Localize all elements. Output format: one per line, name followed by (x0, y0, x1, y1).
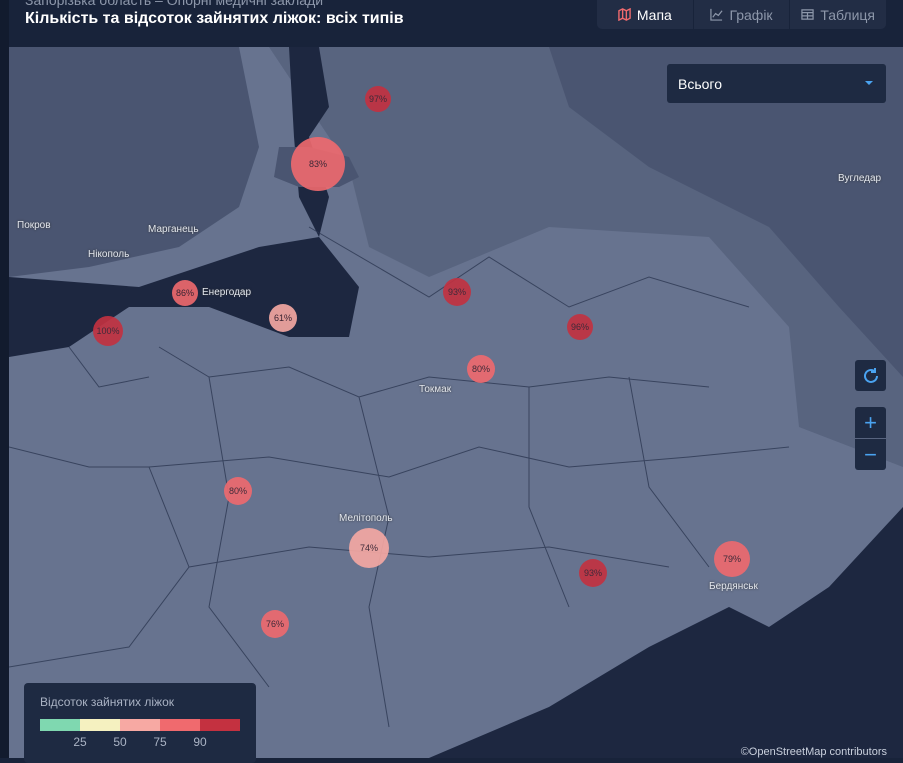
hospital-marker[interactable]: 96% (567, 314, 593, 340)
tab-table[interactable]: Таблиця (790, 0, 886, 29)
hospital-marker[interactable]: 80% (467, 355, 495, 383)
city-label: Марганець (148, 224, 199, 235)
hospital-marker[interactable]: 97% (365, 86, 391, 112)
refresh-button[interactable] (855, 360, 886, 391)
city-label: Вугледар (838, 173, 882, 184)
refresh-icon (863, 367, 878, 383)
map-canvas[interactable]: Покров Марганець Нікополь Енергодар Токм… (9, 47, 903, 758)
legend-swatch (160, 719, 200, 731)
city-label: Токмак (419, 384, 452, 395)
legend: Відсоток зайнятих ліжок 25 50 75 90 (24, 683, 256, 763)
hospital-marker[interactable]: 93% (579, 559, 607, 587)
tab-label: Графік (729, 6, 773, 23)
sidebar-edge (0, 0, 9, 758)
legend-swatch (200, 719, 240, 731)
legend-tick: 50 (113, 735, 127, 749)
hospital-marker[interactable]: 61% (269, 304, 297, 332)
map-base (9, 47, 903, 758)
city-label: Бердянськ (709, 581, 758, 592)
legend-tick: 25 (73, 735, 87, 749)
zoom-in-button[interactable]: + (855, 407, 886, 438)
legend-tick: 90 (193, 735, 207, 749)
tab-label: Таблиця (820, 6, 876, 23)
select-value: Всього (678, 75, 723, 92)
tab-label: Мапа (636, 6, 672, 23)
view-tabs: Мапа Графік Таблиця (597, 0, 886, 29)
legend-swatch (120, 719, 160, 731)
tab-map[interactable]: Мапа (597, 0, 694, 29)
attribution: ©OpenStreetMap contributors (740, 746, 887, 758)
caret-down-icon (865, 81, 873, 85)
map-icon (618, 8, 631, 21)
hospital-marker[interactable]: 80% (224, 477, 252, 505)
hospital-marker[interactable]: 74% (349, 528, 389, 568)
type-select[interactable]: Всього (667, 64, 886, 103)
legend-color-bar (40, 719, 240, 731)
hospital-marker[interactable]: 86% (172, 280, 198, 306)
legend-tick: 75 (153, 735, 167, 749)
zoom-out-button[interactable]: − (855, 439, 886, 470)
tab-chart[interactable]: Графік (694, 0, 791, 29)
hospital-marker[interactable]: 93% (443, 278, 471, 306)
city-label: Енергодар (202, 287, 252, 298)
legend-swatch (40, 719, 80, 731)
line-chart-icon (710, 8, 723, 21)
legend-title: Відсоток зайнятих ліжок (40, 695, 174, 709)
legend-swatch (80, 719, 120, 731)
hospital-marker[interactable]: 76% (261, 610, 289, 638)
page-subtitle: Запорізька область – Опорні медичні закл… (25, 0, 324, 8)
page-title: Кількість та відсоток зайнятих ліжок: вс… (25, 10, 404, 27)
city-label: Нікополь (88, 249, 130, 260)
hospital-marker[interactable]: 100% (93, 316, 123, 346)
city-label: Покров (17, 220, 51, 231)
hospital-marker[interactable]: 79% (714, 541, 750, 577)
city-label: Мелітополь (339, 513, 393, 524)
table-icon (801, 9, 815, 20)
hospital-marker[interactable]: 83% (291, 137, 345, 191)
